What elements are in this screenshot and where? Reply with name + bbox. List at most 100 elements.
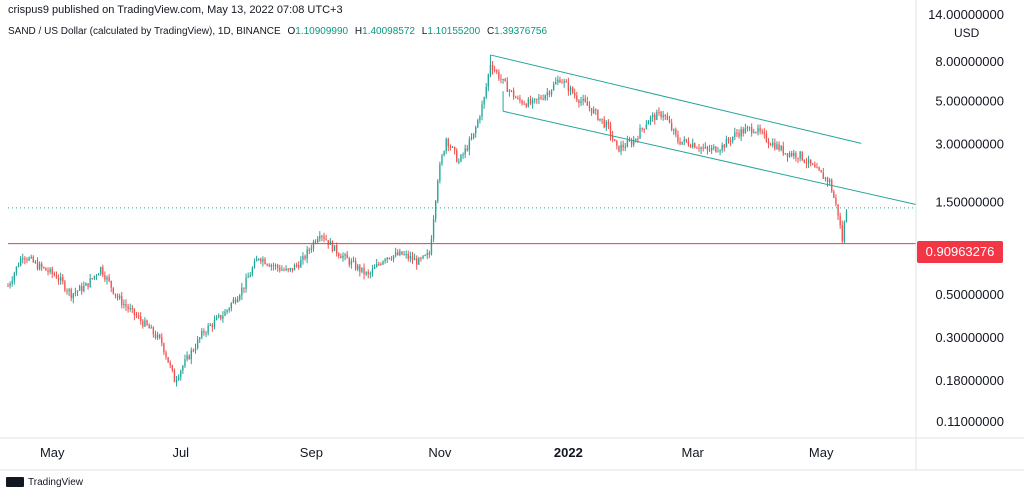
candle-body bbox=[319, 235, 321, 239]
candle-body bbox=[32, 256, 34, 263]
candle-body bbox=[702, 147, 704, 149]
candle-body bbox=[135, 315, 138, 317]
candle-body bbox=[633, 140, 635, 145]
candle-body bbox=[643, 128, 645, 130]
candle-body bbox=[687, 141, 690, 146]
candle-body bbox=[331, 241, 334, 251]
candle-body bbox=[399, 251, 401, 255]
candle-body bbox=[232, 299, 235, 304]
candle-body bbox=[281, 269, 283, 271]
candle-body bbox=[696, 147, 698, 149]
candle-body bbox=[26, 259, 28, 261]
candle-body bbox=[220, 315, 222, 319]
support-price-tag: 0.90963276 bbox=[917, 241, 1003, 263]
candle-body bbox=[375, 263, 378, 268]
candle-body bbox=[222, 315, 224, 319]
candle-body bbox=[9, 283, 11, 287]
candle-body bbox=[175, 379, 178, 383]
candle-body bbox=[142, 320, 144, 327]
candle-body bbox=[462, 154, 464, 156]
candle-body bbox=[413, 258, 416, 261]
candle-body bbox=[188, 355, 190, 360]
candle-body bbox=[306, 249, 308, 259]
candle-body bbox=[689, 145, 692, 148]
candle-body bbox=[826, 177, 829, 182]
candle-body bbox=[742, 129, 744, 134]
candle-body bbox=[59, 277, 62, 281]
candle-body bbox=[706, 146, 709, 150]
candle-body bbox=[253, 261, 256, 269]
candle-body bbox=[599, 118, 601, 121]
candle-body bbox=[845, 211, 848, 223]
x-tick-label: 2022 bbox=[554, 445, 583, 460]
y-tick-label: 3.00000000 bbox=[935, 136, 1004, 151]
candle-body bbox=[91, 278, 93, 280]
candle-body bbox=[529, 99, 532, 104]
candle-body bbox=[508, 90, 511, 92]
candle-body bbox=[755, 132, 757, 134]
candle-body bbox=[304, 256, 306, 259]
candle-body bbox=[466, 148, 468, 151]
candle-body bbox=[628, 140, 631, 142]
candle-body bbox=[841, 225, 843, 242]
candle-body bbox=[713, 146, 715, 148]
candle-body bbox=[791, 153, 793, 156]
candle-body bbox=[557, 79, 559, 82]
candle-body bbox=[72, 293, 74, 299]
candle-body bbox=[137, 316, 140, 318]
candle-body bbox=[70, 289, 72, 299]
candle-body bbox=[293, 264, 296, 271]
candle-body bbox=[424, 255, 426, 257]
candle-body bbox=[152, 327, 155, 335]
candle-body bbox=[173, 370, 176, 383]
candle-body bbox=[525, 104, 527, 107]
candle-body bbox=[380, 264, 382, 266]
candle-body bbox=[333, 245, 336, 251]
candle-body bbox=[201, 331, 203, 338]
candle-body bbox=[13, 273, 16, 281]
candle-body bbox=[614, 139, 616, 142]
candle-body bbox=[217, 315, 220, 318]
candle-body bbox=[74, 292, 77, 294]
candle-body bbox=[243, 287, 245, 289]
candle-body bbox=[78, 286, 81, 291]
candle-body bbox=[87, 283, 89, 287]
candle-body bbox=[470, 137, 473, 140]
candle-body bbox=[441, 155, 443, 165]
candle-body bbox=[574, 92, 576, 96]
candle-body bbox=[460, 154, 462, 162]
candle-body bbox=[753, 132, 755, 134]
candle-body bbox=[397, 252, 399, 255]
candle-body bbox=[97, 273, 100, 276]
candle-body bbox=[683, 139, 685, 142]
close-label: C bbox=[486, 26, 495, 37]
candle-body bbox=[670, 122, 673, 130]
tradingview-brand: TradingView bbox=[28, 477, 84, 488]
candle-body bbox=[401, 251, 403, 255]
candle-body bbox=[750, 127, 753, 133]
candle-body bbox=[835, 197, 837, 205]
candle-body bbox=[531, 99, 534, 104]
candle-body bbox=[776, 144, 778, 150]
candle-body bbox=[759, 127, 761, 132]
candle-body bbox=[472, 133, 475, 138]
candle-body bbox=[432, 219, 435, 239]
candle-body bbox=[611, 135, 614, 140]
candle-body bbox=[778, 144, 780, 150]
candle-body bbox=[820, 170, 822, 173]
candle-body bbox=[538, 97, 540, 100]
x-tick-label: Sep bbox=[300, 445, 323, 460]
candle-body bbox=[664, 115, 666, 117]
candle-body bbox=[264, 258, 266, 264]
candle-body bbox=[725, 138, 728, 148]
candle-body bbox=[586, 101, 589, 106]
candle-body bbox=[161, 337, 163, 344]
candle-body bbox=[34, 261, 37, 263]
candle-body bbox=[517, 98, 519, 100]
candle-body bbox=[673, 129, 675, 131]
candle-body bbox=[434, 201, 437, 220]
candle-body bbox=[384, 259, 386, 262]
candle-body bbox=[108, 277, 110, 281]
